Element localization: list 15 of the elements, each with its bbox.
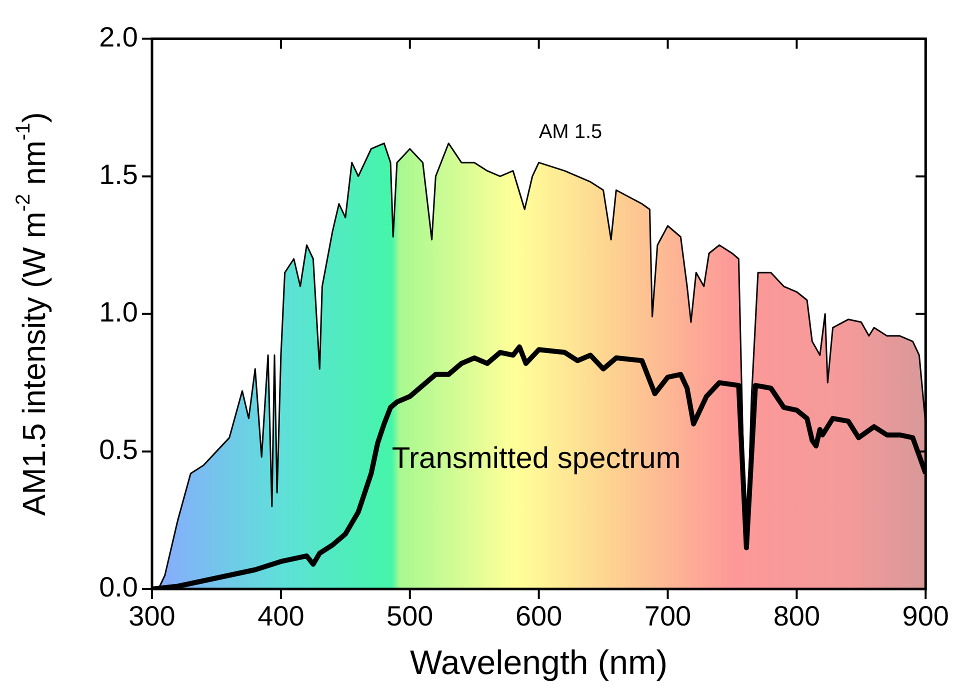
series-label: AM 1.5: [538, 120, 602, 143]
x-tick-label: 900: [902, 600, 949, 632]
y-tick-label: 0.5: [99, 434, 138, 466]
x-axis-title: Wavelength (nm): [410, 644, 668, 682]
x-tick-label: 700: [644, 600, 692, 632]
y-tick-label: 2.0: [99, 22, 138, 53]
y-axis-title: AM1.5 intensity (W m-2 nm-1): [12, 112, 52, 516]
y-tick-label: 1.0: [99, 296, 138, 328]
x-tick-label: 500: [386, 600, 434, 632]
y-tick-label: 0.0: [99, 572, 138, 603]
x-tick-label: 400: [258, 600, 304, 632]
x-tick-label: 600: [515, 600, 562, 632]
x-tick-label: 800: [773, 600, 820, 632]
y-tick-label: 1.5: [99, 159, 138, 190]
x-tick-label: 300: [128, 600, 176, 632]
